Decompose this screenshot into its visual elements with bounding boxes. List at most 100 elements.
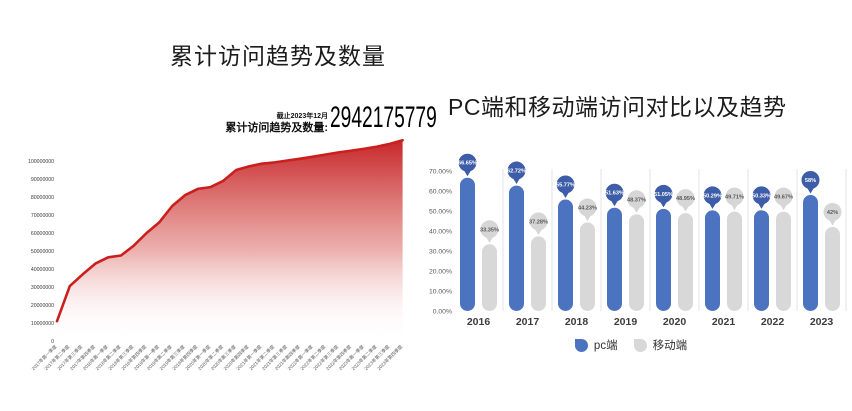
bubble-label: 66.65% <box>458 161 477 167</box>
bubble-label: 50.29% <box>703 193 722 199</box>
y-axis-tick: 20000000 <box>31 303 54 309</box>
year-label: 2018 <box>565 316 589 328</box>
bubble-tail <box>730 203 739 211</box>
legend-item: 移动端 <box>633 337 688 353</box>
value-bubble <box>774 187 793 206</box>
cumulative-area-chart: 100000000 90000000 80000000 70000000 6000000… <box>0 130 430 411</box>
mobile-bar <box>727 211 742 311</box>
y-axis-tick: 40.00% <box>429 229 452 236</box>
year-label: 2017 <box>516 316 540 328</box>
value-bubble <box>676 189 695 208</box>
bubble-tail <box>610 199 619 207</box>
y-axis-tick: 70000000 <box>31 213 54 219</box>
left-chart-title: 累计访问趋势及数量 <box>170 43 386 69</box>
bubble-label: 44.23% <box>578 206 597 212</box>
bubble-tail <box>463 169 472 177</box>
bubble-tail <box>534 227 543 235</box>
value-bubble <box>507 161 526 180</box>
year-label: 2019 <box>614 316 638 328</box>
bubble-tail <box>583 214 592 222</box>
value-bubble <box>458 153 477 172</box>
pc-bar <box>803 195 818 311</box>
legend-marker-icon <box>633 338 647 352</box>
bubble-label: 37.28% <box>529 219 548 225</box>
bubble-tail <box>806 186 815 194</box>
mobile-bar <box>678 213 693 311</box>
year-label: 2021 <box>712 316 736 328</box>
bubble-tail <box>561 190 570 198</box>
y-axis-tick: 50.00% <box>429 209 452 216</box>
y-axis-tick: 30.00% <box>429 249 452 256</box>
value-bubble <box>725 187 744 206</box>
bubble-tail <box>632 205 641 213</box>
bubble-label: 55.77% <box>556 182 575 188</box>
pc-bar <box>656 208 671 311</box>
y-axis-tick: 70.00% <box>429 169 452 176</box>
y-axis-tick: 90000000 <box>31 177 54 183</box>
legend-label: pc端 <box>593 340 618 352</box>
legend-marker-icon <box>574 338 588 352</box>
year-label: 2016 <box>467 316 491 328</box>
mobile-bar <box>580 222 595 311</box>
y-axis-tick: 10.00% <box>429 289 452 296</box>
pc-bar <box>705 210 720 311</box>
bubble-tail <box>779 203 788 211</box>
y-axis-tick: 0 <box>51 339 54 345</box>
mobile-bar <box>629 214 644 311</box>
pc-bar <box>754 210 769 311</box>
y-axis-tick: 80000000 <box>31 195 54 201</box>
pc-bar <box>460 177 475 311</box>
bubble-tail <box>659 200 668 208</box>
value-bubble <box>480 220 499 239</box>
bubble-tail <box>828 218 837 226</box>
y-axis-tick: 40000000 <box>31 267 54 273</box>
value-bubble <box>752 186 771 205</box>
pc-bar <box>607 207 622 311</box>
value-bubble <box>556 175 575 194</box>
bar-chart-svg: 70.00% 60.00% 50.00% 40.00% 30.00% 20.00% 10.0… <box>429 153 847 328</box>
pc-mobile-bar-chart: 70.00% 60.00% 50.00% 40.00% 30.00% 20.00% 10.0… <box>410 145 852 337</box>
bubble-tail <box>708 201 717 209</box>
value-bubble <box>823 203 842 221</box>
annotation-date: 截止2023年12月 <box>276 113 328 120</box>
legend-label: 移动端 <box>652 340 688 352</box>
bubble-tail <box>757 201 766 209</box>
bubble-label: 48.37% <box>627 197 646 203</box>
y-axis-tick: 10000000 <box>31 321 54 327</box>
chart-legend: pc端 移动端 <box>410 337 852 353</box>
bubble-tail <box>512 177 521 185</box>
y-axis-tick: 30000000 <box>31 285 54 291</box>
bubble-label: 51.05% <box>654 192 673 198</box>
value-bubble <box>605 183 624 202</box>
y-axis-tick: 20.00% <box>429 269 452 276</box>
value-bubble <box>703 186 722 205</box>
value-bubble <box>654 184 673 203</box>
bubble-tail <box>485 235 494 243</box>
legend-item: pc端 <box>574 337 618 353</box>
y-axis-tick: 0.00% <box>433 309 452 316</box>
y-axis-tick: 50000000 <box>31 249 54 255</box>
value-bubble <box>578 198 597 217</box>
trend-line <box>55 139 404 323</box>
right-chart-title: PC端和移动端访问对比以及趋势 <box>448 94 787 120</box>
y-axis-tick: 60.00% <box>429 189 452 196</box>
cumulative-total-annotation: 截止2023年12月 累计访问趋势及数量: <box>150 112 328 135</box>
bubble-label: 33.35% <box>480 227 499 233</box>
value-bubble <box>801 171 820 189</box>
annotation-label: 累计访问趋势及数量: <box>225 122 328 134</box>
bubble-label: 58% <box>805 178 816 184</box>
annotation-total-value: 2942175779 <box>330 101 437 134</box>
area-fill <box>57 140 403 341</box>
bubble-label: 51.63% <box>605 191 624 197</box>
bubble-label: 48.95% <box>676 196 695 202</box>
value-bubble <box>529 212 548 231</box>
bubble-label: 49.71% <box>725 195 744 201</box>
bubble-tail <box>681 204 690 212</box>
y-axis-tick: 100000000 <box>28 159 54 165</box>
mobile-bar <box>531 236 546 311</box>
pc-bar <box>509 185 524 311</box>
year-label: 2022 <box>761 316 785 328</box>
area-chart-svg: 1000000009000000080000000700000006000000… <box>28 139 404 372</box>
bubble-label: 49.67% <box>774 195 793 201</box>
